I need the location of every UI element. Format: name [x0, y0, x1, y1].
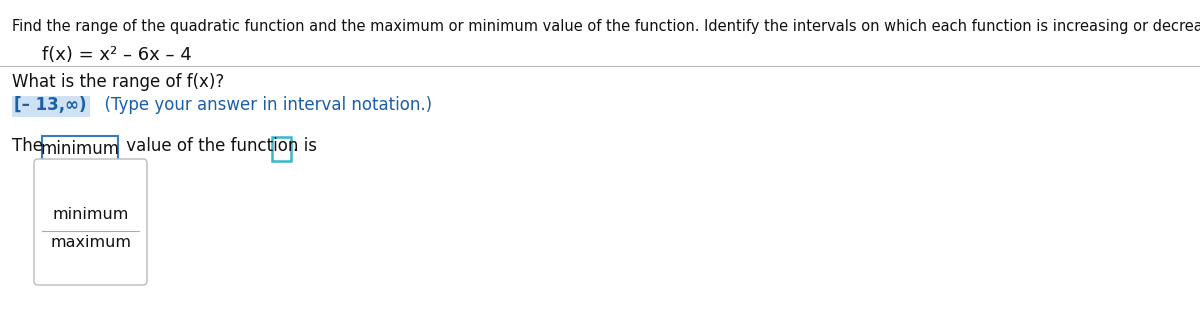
Text: The: The — [12, 137, 43, 155]
Text: Find the range of the quadratic function and the maximum or minimum value of the: Find the range of the quadratic function… — [12, 19, 1200, 34]
Text: .: . — [292, 137, 298, 155]
FancyBboxPatch shape — [40, 165, 145, 283]
FancyBboxPatch shape — [272, 137, 292, 161]
Text: [– 13,∞): [– 13,∞) — [14, 96, 86, 114]
FancyBboxPatch shape — [34, 159, 148, 285]
FancyBboxPatch shape — [12, 96, 90, 117]
FancyBboxPatch shape — [42, 136, 118, 161]
Text: maximum: maximum — [50, 235, 131, 250]
Text: f(x) = x² – 6x – 4: f(x) = x² – 6x – 4 — [42, 46, 192, 64]
Text: What is the range of f(x)?: What is the range of f(x)? — [12, 73, 224, 91]
Text: minimum: minimum — [41, 139, 120, 158]
Text: value of the function is: value of the function is — [121, 137, 317, 155]
Text: minimum: minimum — [53, 207, 128, 222]
Text: (Type your answer in interval notation.): (Type your answer in interval notation.) — [94, 96, 432, 114]
